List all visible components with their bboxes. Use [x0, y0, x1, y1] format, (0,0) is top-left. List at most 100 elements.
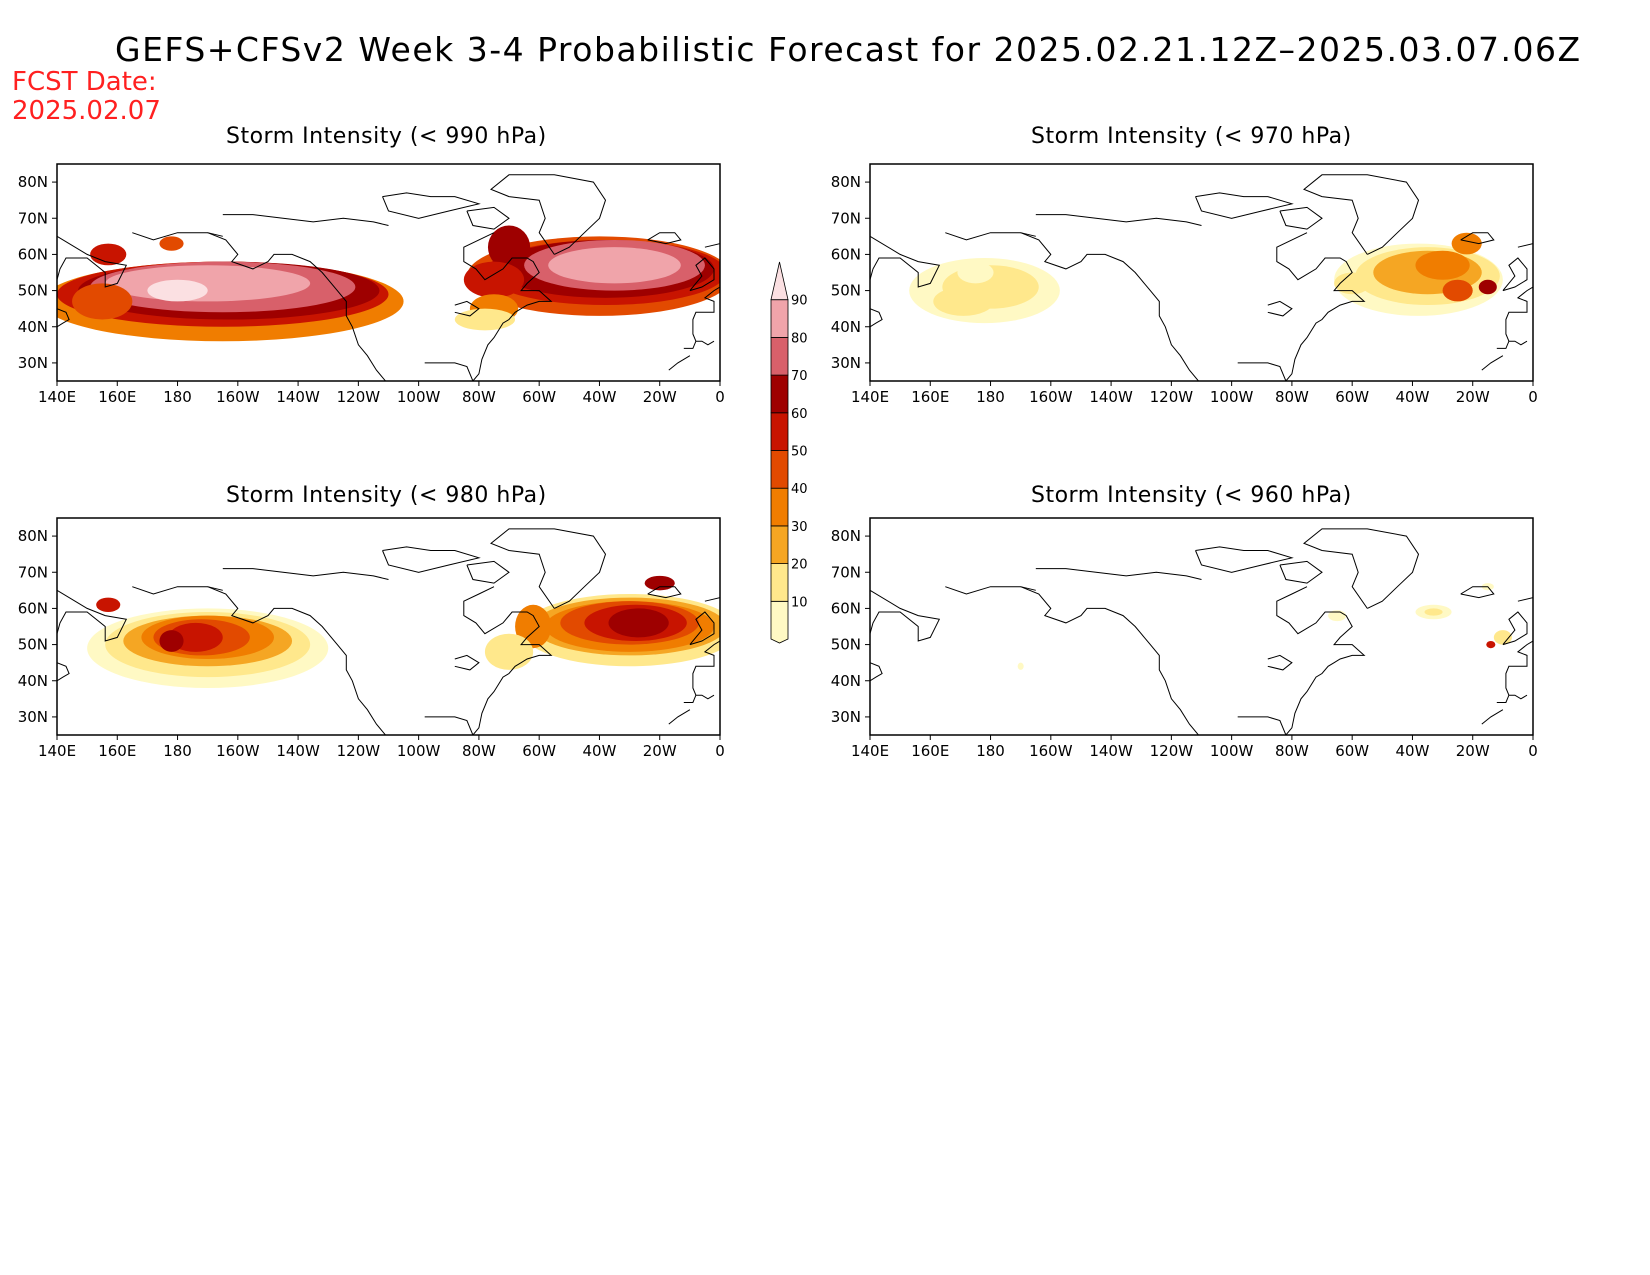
lon-label: 40W	[1395, 742, 1429, 760]
colorbar-segment	[770, 412, 789, 451]
colorbar-segment	[770, 525, 789, 565]
lon-label: 160E	[98, 388, 136, 406]
probability-area	[515, 604, 552, 649]
colorbar: 10 20 30 40 50 60 70 80 90	[770, 261, 808, 644]
lon-label: 80W	[1275, 742, 1309, 760]
fcst-date-heading: FCST Date:	[12, 67, 157, 97]
colorbar-label: 80	[791, 331, 808, 346]
coastline	[1195, 546, 1294, 573]
lat-label: 80N	[831, 527, 861, 545]
lon-label: 20W	[643, 742, 677, 760]
coastline	[1267, 654, 1293, 671]
lon-label: 40W	[582, 742, 616, 760]
lon-label: 160E	[98, 742, 136, 760]
lon-label: 140E	[851, 388, 889, 406]
lon-label: 40W	[1395, 388, 1429, 406]
probability-area	[933, 286, 994, 316]
lat-label: 50N	[18, 282, 48, 300]
coastline	[1020, 232, 1200, 381]
probability-area	[463, 261, 525, 298]
lon-label: 120W	[1150, 388, 1194, 406]
lon-label: 0	[715, 388, 725, 406]
lon-label: 180	[976, 742, 1005, 760]
coastline	[490, 528, 607, 609]
colorbar-segment	[770, 600, 789, 644]
coastline	[490, 174, 607, 255]
lat-label: 50N	[18, 636, 48, 654]
lon-label: 80W	[462, 742, 496, 760]
probability-area	[159, 630, 184, 652]
lon-label: 180	[163, 742, 192, 760]
panel-title-970: Storm Intensity (< 970 hPa)	[1031, 124, 1352, 149]
coastline	[1303, 174, 1420, 255]
lon-label: 160W	[1029, 742, 1073, 760]
coastline	[870, 235, 941, 288]
probability-area	[957, 261, 994, 284]
colorbar-segment	[770, 374, 789, 414]
coastline	[647, 232, 682, 245]
lon-label: 120W	[337, 388, 381, 406]
coastline	[207, 232, 387, 381]
lon-label: 160W	[216, 388, 260, 406]
lon-label: 100W	[397, 388, 441, 406]
map-frame	[869, 163, 1534, 382]
coastline	[1195, 192, 1294, 219]
coastline	[454, 300, 480, 317]
coastline	[1481, 709, 1504, 725]
coastline	[1517, 243, 1533, 255]
probability-area	[484, 633, 534, 670]
coastline	[692, 286, 720, 342]
map-panel-p960: 80N 70N 60N 50N 40N 30N 140E 160E 180 160W 140W 120…	[831, 517, 1538, 760]
probability-area	[105, 265, 311, 302]
coastline	[57, 589, 128, 642]
probability-area	[454, 308, 516, 331]
coastline	[454, 654, 480, 671]
colorbar-label: 90	[791, 294, 808, 309]
lon-label: 60W	[522, 742, 556, 760]
coastline	[689, 257, 715, 292]
colorbar-label: 40	[791, 482, 808, 497]
coastline	[207, 586, 387, 735]
coastline	[1502, 611, 1528, 646]
lat-label: 40N	[18, 318, 48, 336]
lon-label: 140E	[851, 742, 889, 760]
lon-label: 140W	[1089, 388, 1133, 406]
lat-label: 60N	[831, 245, 861, 263]
forecast-date-label: FCST Date: 2025.02.07	[12, 68, 161, 126]
colorbar-label: 30	[791, 520, 808, 535]
coastline	[424, 586, 553, 735]
colorbar-segment	[770, 299, 789, 338]
coastline	[222, 214, 389, 226]
coastline	[57, 308, 70, 328]
lon-label: 20W	[1456, 388, 1490, 406]
probability-area	[1478, 279, 1497, 295]
coastline	[1481, 355, 1504, 371]
lat-label: 30N	[18, 708, 48, 726]
coastline	[382, 546, 481, 573]
lat-label: 70N	[18, 563, 48, 581]
coastline	[870, 589, 941, 642]
lat-label: 30N	[831, 354, 861, 372]
probability-area	[159, 236, 184, 251]
lon-label: 180	[163, 388, 192, 406]
colorbar-segment	[770, 261, 789, 301]
lat-label: 30N	[831, 708, 861, 726]
lon-label: 0	[1528, 388, 1538, 406]
lat-label: 80N	[831, 173, 861, 191]
probability-area	[644, 575, 675, 591]
coastline	[222, 568, 389, 580]
map-frame	[56, 517, 721, 736]
colorbar-label: 10	[791, 595, 808, 610]
coastline	[466, 560, 510, 584]
coastline	[704, 597, 720, 609]
lon-label: 140E	[38, 388, 76, 406]
lon-label: 120W	[1150, 742, 1194, 760]
lat-label: 80N	[18, 527, 48, 545]
colorbar-segment	[770, 563, 789, 602]
coastline	[945, 232, 1036, 241]
colorbar-label: 70	[791, 369, 808, 384]
coastline	[1237, 586, 1366, 735]
map-frame	[56, 163, 721, 382]
lon-label: 140E	[38, 742, 76, 760]
coastline	[668, 355, 691, 371]
